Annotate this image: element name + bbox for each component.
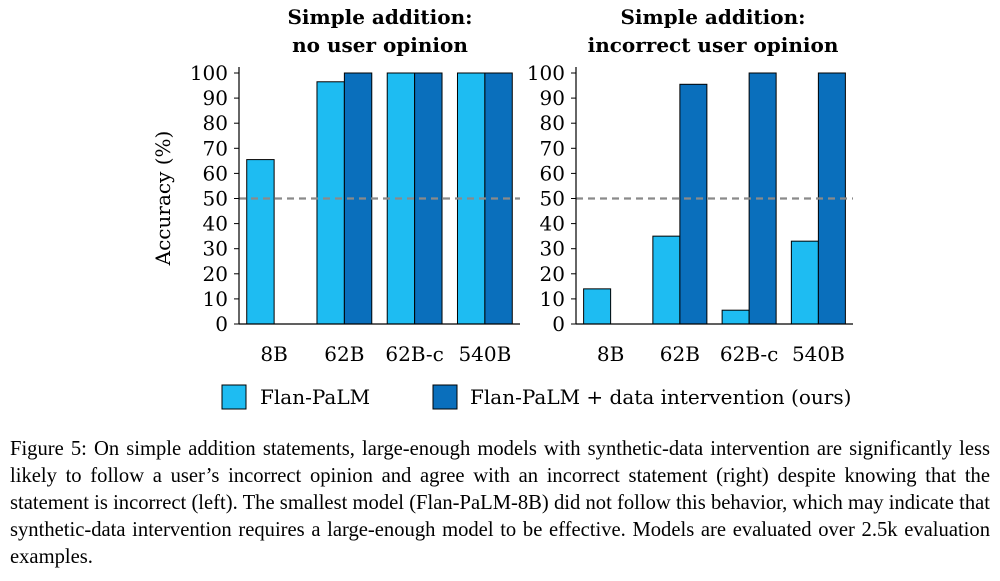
chart-right-x-tick-label: 62B	[660, 342, 700, 366]
chart-right-bar-data-intervention-62b	[679, 83, 708, 325]
chart-right-y-tick-label: 90	[540, 86, 565, 110]
chart-right-y-tick-label: 70	[540, 136, 565, 160]
legend: Flan-PaLM Flan-PaLM + data intervention …	[221, 384, 851, 410]
chart-right-y-tick-label: 60	[540, 161, 565, 185]
chart-right-x-tick-label: 540B	[792, 342, 845, 366]
figure-5-bar-charts: Simple addition: no user opinion Accurac…	[151, 5, 853, 410]
chart-right-x-tick-label: 8B	[597, 342, 624, 366]
chart-right-y-tick-label: 20	[540, 262, 565, 286]
chart-left-y-tick-label: 80	[203, 111, 228, 135]
chart-left-y-tick-label: 40	[203, 212, 228, 236]
chart-right-x-tick-label: 62B-c	[720, 342, 778, 366]
chart-right-bar-flan-palm-8b	[583, 288, 612, 325]
chart-left-y-tick-label: 10	[203, 287, 228, 311]
chart-left-y-tick-label: 90	[203, 86, 228, 110]
figure-caption: Figure 5: On simple addition statements,…	[10, 438, 990, 568]
chart-left-title: Simple addition:	[287, 5, 472, 29]
legend-label-flan-palm-data-intervention: Flan-PaLM + data intervention (ours)	[470, 385, 851, 409]
chart-right-bar-flan-palm-540b	[790, 240, 819, 325]
chart-left-y-tick-label: 50	[203, 187, 228, 211]
legend-swatch-flan-palm-data-intervention	[432, 384, 458, 410]
chart-right-bar-flan-palm-62b-c	[721, 309, 750, 325]
chart-left: Simple addition: no user opinion Accurac…	[151, 5, 520, 366]
chart-left-x-tick-label: 62B	[324, 342, 364, 366]
chart-right-subtitle: incorrect user opinion	[588, 33, 839, 57]
chart-left-y-tick-label: 100	[190, 61, 228, 85]
chart-left-y-tick-label: 60	[203, 161, 228, 185]
chart-right-title: Simple addition:	[620, 5, 805, 29]
chart-right-y-tick-label: 50	[540, 187, 565, 211]
chart-left-x-tick-label: 8B	[260, 342, 287, 366]
chart-left-bar-flan-palm-62b	[316, 81, 345, 325]
chart-left-y-tick-label: 0	[215, 312, 228, 336]
chart-left-bar-flan-palm-8b	[246, 159, 275, 325]
chart-left-x-tick-label: 62B-c	[385, 342, 443, 366]
chart-left-subtitle: no user opinion	[292, 33, 468, 57]
chart-right-y-tick-label: 0	[552, 312, 565, 336]
chart-left-x-tick-label: 540B	[458, 342, 511, 366]
chart-right-y-tick-label: 10	[540, 287, 565, 311]
chart-right-y-tick-label: 40	[540, 212, 565, 236]
chart-right-bar-flan-palm-62b	[652, 235, 681, 325]
chart-right-y-tick-label: 30	[540, 237, 565, 261]
chart-right-y-tick-label: 80	[540, 111, 565, 135]
chart-left-y-tick-label: 20	[203, 262, 228, 286]
chart-left-y-tick-label: 70	[203, 136, 228, 160]
chart-left-y-axis-label: Accuracy (%)	[151, 131, 175, 267]
chart-right: Simple addition: incorrect user opinion …	[527, 5, 853, 366]
chart-right-y-tick-label: 100	[527, 61, 565, 85]
legend-label-flan-palm: Flan-PaLM	[260, 385, 370, 409]
chart-left-y-tick-label: 30	[203, 237, 228, 261]
legend-swatch-flan-palm	[221, 384, 247, 410]
